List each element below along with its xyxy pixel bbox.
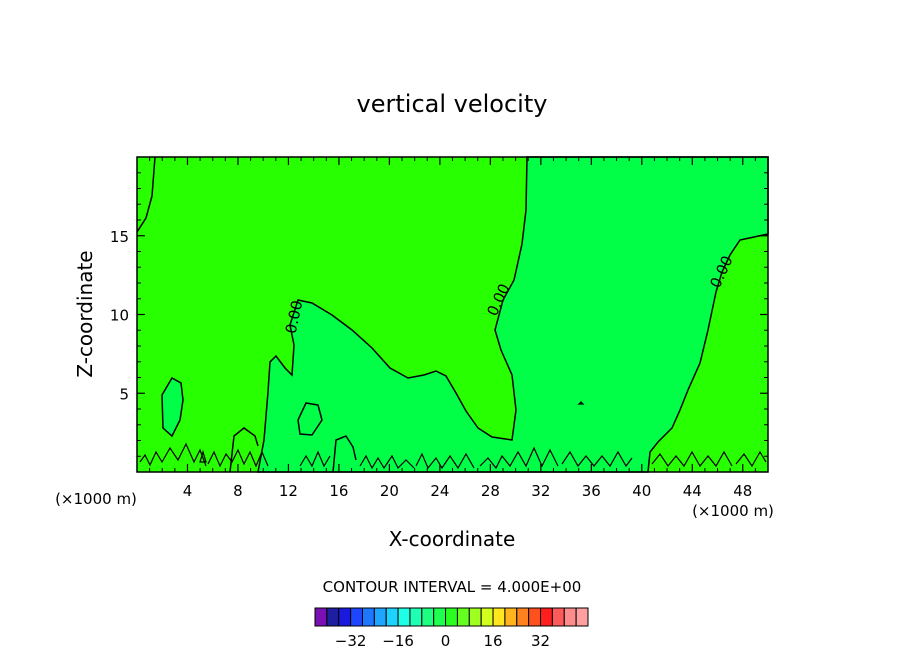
y-tick-label-1: 10 [110, 307, 129, 325]
colorbar-swatch-8 [409, 607, 423, 627]
x-tick-label-11: 48 [733, 482, 752, 500]
x-unit-label-right: (×1000 m) [692, 502, 774, 520]
colorbar-swatch-5 [373, 607, 387, 627]
colorbar-labels: −32 −16 0 16 32 [335, 632, 550, 650]
colorbar-swatch-14 [480, 607, 494, 627]
colorbar-swatch-17 [516, 607, 530, 627]
colorbar-tick-label-2: 0 [441, 632, 451, 650]
colorbar [314, 607, 589, 627]
y-tick-label-2: 15 [110, 228, 129, 246]
bump-contour-2 [332, 435, 357, 473]
colorbar-swatch-13 [468, 607, 482, 627]
colorbar-swatch-7 [397, 607, 411, 627]
colorbar-tick-label-0: −32 [335, 632, 367, 650]
x-tick-label-6: 28 [481, 482, 500, 500]
colorbar-swatch-19 [540, 607, 553, 627]
y-axis-title: Z-coordinate [73, 250, 97, 377]
colorbar-swatch-11 [445, 607, 458, 627]
x-tick-label-4: 20 [380, 482, 399, 500]
plot-area: 0.00 0.00 0.00 [136, 156, 769, 473]
contour-interval-label: CONTOUR INTERVAL = 4.000E+00 [323, 578, 582, 596]
colorbar-swatch-12 [456, 607, 470, 627]
x-tick-label-8: 36 [582, 482, 601, 500]
y-axis-ticks: 5 10 15 [110, 172, 768, 457]
left-blob-contour [161, 376, 184, 438]
colorbar-swatch-10 [433, 607, 447, 627]
mid-blob-contour [297, 402, 323, 436]
colorbar-swatch-21 [563, 607, 577, 627]
colorbar-swatch-9 [421, 607, 435, 627]
colorbar-swatch-1 [326, 607, 340, 627]
colorbar-swatch-16 [504, 607, 518, 627]
colorbar-swatch-3 [350, 607, 363, 627]
x-tick-label-9: 40 [632, 482, 651, 500]
left-edge-contour [136, 156, 156, 233]
x-unit-label-left: (×1000 m) [55, 490, 137, 508]
x-tick-label-1: 8 [233, 482, 243, 500]
colorbar-swatch-20 [551, 607, 565, 627]
x-axis-ticks: 4 8 12 16 20 24 28 32 36 40 44 48 [149, 157, 756, 500]
x-axis-title: X-coordinate [389, 527, 516, 551]
x-tick-label-7: 32 [531, 482, 550, 500]
colorbar-tick-label-4: 32 [531, 632, 550, 650]
chart-title: vertical velocity [357, 90, 548, 118]
colorbar-tick-label-3: 16 [483, 632, 502, 650]
surface-noise-contours [139, 401, 767, 470]
y-tick-label-0: 5 [119, 385, 129, 403]
colorbar-swatch-2 [338, 607, 352, 627]
x-tick-label-5: 24 [430, 482, 449, 500]
colorbar-swatch-6 [385, 607, 399, 627]
colorbar-tick-label-1: −16 [382, 632, 414, 650]
weak-negative-region [257, 156, 769, 473]
x-tick-label-2: 12 [279, 482, 298, 500]
x-tick-label-10: 44 [683, 482, 702, 500]
colorbar-swatch-22 [575, 607, 589, 627]
x-tick-label-0: 4 [183, 482, 193, 500]
colorbar-swatch-0 [314, 607, 328, 627]
colorbar-swatch-15 [492, 607, 506, 627]
colorbar-swatch-18 [528, 607, 542, 627]
bump-contour-1 [229, 427, 259, 473]
colorbar-swatch-4 [361, 607, 375, 627]
x-tick-label-3: 16 [329, 482, 348, 500]
